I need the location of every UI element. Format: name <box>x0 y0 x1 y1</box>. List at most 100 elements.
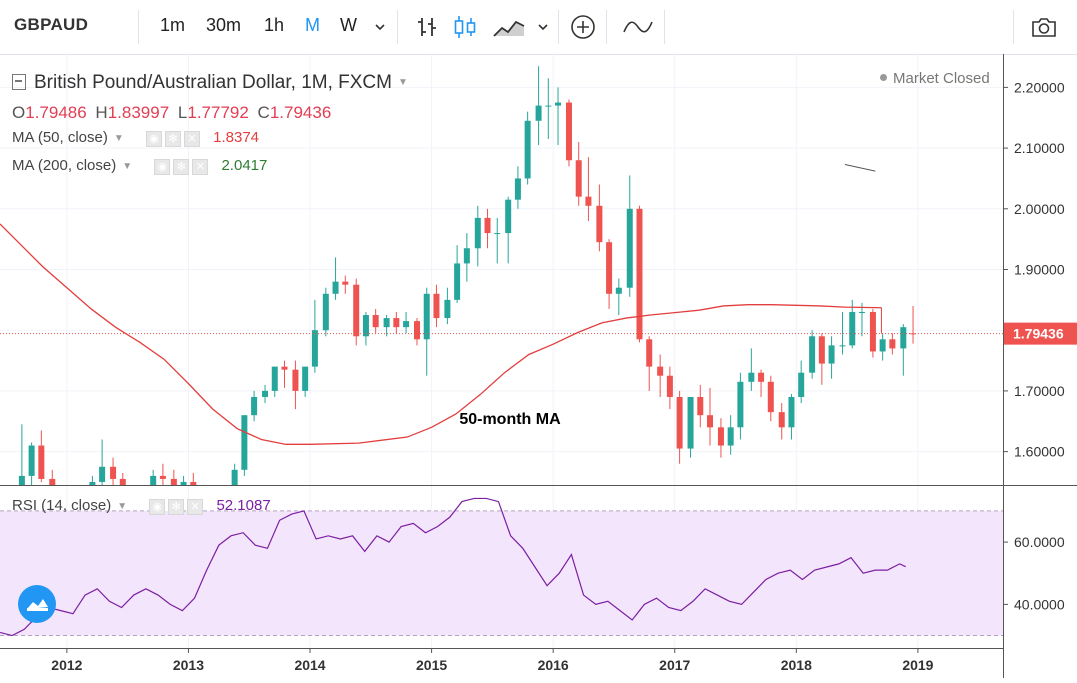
candle-body <box>606 242 613 294</box>
candle-body <box>372 315 379 328</box>
toolbar-divider <box>1013 10 1014 44</box>
plus-circle-icon[interactable] <box>566 10 600 44</box>
candlestick-icon[interactable] <box>448 10 482 44</box>
timeframe-1m[interactable]: 1m <box>160 15 186 35</box>
time-tick-label: 2018 <box>781 657 812 673</box>
last-price-badge <box>1004 322 1077 345</box>
toolbar-divider <box>138 10 139 44</box>
candle-body <box>717 427 724 446</box>
rsi-label: RSI (14, close) <box>12 497 112 514</box>
candle-body <box>535 105 542 121</box>
timeframe-w[interactable]: W <box>340 15 357 35</box>
candle-body <box>170 478 177 485</box>
indicator-wave-icon[interactable] <box>618 10 658 44</box>
candle-body <box>231 469 238 485</box>
candle-body <box>910 333 917 335</box>
ma200-legend[interactable]: MA (200, close) ▼ ◉ ✻ ✕ 2.0417 <box>12 157 267 175</box>
time-tick-label: 2017 <box>659 657 690 673</box>
candle-body <box>869 311 876 352</box>
candle-body <box>414 321 421 340</box>
price-tick-label: 1.90000 <box>1014 262 1065 278</box>
symbol-search[interactable]: GBPAUD <box>14 15 89 34</box>
chevron-down-icon[interactable]: ▼ <box>397 77 408 89</box>
chart-title: British Pound/Australian Dollar, 1M, FXC… <box>34 72 392 93</box>
candle-body <box>49 478 56 485</box>
candle-body <box>626 208 633 288</box>
time-tick-label: 2016 <box>538 657 569 673</box>
camera-icon[interactable] <box>1027 10 1061 44</box>
candle-body <box>494 233 501 235</box>
candle-body <box>159 475 166 479</box>
gear-icon[interactable]: ✻ <box>173 158 190 175</box>
ohlc-row: O1.79486 H1.83997 L1.77792 C1.79436 <box>12 103 331 123</box>
close-icon[interactable]: ✕ <box>187 498 204 515</box>
close-value: 1.79436 <box>269 103 332 122</box>
price-tick-label: 1.70000 <box>1014 383 1065 399</box>
timeframe-30m[interactable]: 30m <box>206 15 242 35</box>
candle-body <box>322 293 329 331</box>
candle-body <box>676 396 683 449</box>
candle-body <box>737 381 744 428</box>
area-chart-icon[interactable] <box>490 10 530 44</box>
candle-body <box>150 475 157 485</box>
chevron-down-icon[interactable]: ▼ <box>113 132 124 144</box>
candle-body <box>555 102 562 106</box>
close-icon[interactable]: ✕ <box>192 158 209 175</box>
candle-body <box>809 336 816 373</box>
gear-icon[interactable]: ✻ <box>164 130 181 147</box>
chevron-down-icon[interactable]: ▼ <box>122 160 133 172</box>
eye-icon[interactable]: ◉ <box>154 158 171 175</box>
timeframe-m[interactable]: M <box>305 15 320 35</box>
status-dot-icon <box>880 74 887 81</box>
candle-body <box>463 248 470 264</box>
rsi-line <box>0 497 906 637</box>
candle-body <box>353 284 360 337</box>
market-status-text: Market Closed <box>893 70 990 87</box>
price-tick-label: 2.00000 <box>1014 201 1065 217</box>
candle-body <box>342 281 349 285</box>
time-tick-label: 2013 <box>173 657 204 673</box>
candle-body <box>666 375 673 397</box>
candle-body <box>311 330 318 367</box>
close-icon[interactable]: ✕ <box>183 130 200 147</box>
candles-group <box>18 66 917 485</box>
candle-body <box>454 263 461 300</box>
candle-body <box>778 412 785 428</box>
ma200-line <box>844 163 876 172</box>
candle-body <box>251 396 258 416</box>
open-label: O <box>12 103 26 122</box>
market-status: Market Closed <box>880 70 990 87</box>
gear-icon[interactable]: ✻ <box>168 498 185 515</box>
candle-body <box>687 396 694 449</box>
candle-body <box>18 475 25 485</box>
ma50-line <box>0 223 882 445</box>
ma200-value: 2.0417 <box>221 157 268 174</box>
candle-body <box>767 381 774 413</box>
candle-body <box>697 396 704 416</box>
candle-body <box>505 199 512 234</box>
low-label: L <box>177 103 188 122</box>
ma50-legend[interactable]: MA (50, close) ▼ ◉ ✻ ✕ 1.8374 <box>12 129 259 147</box>
chevron-down-icon[interactable] <box>366 10 394 44</box>
eye-icon[interactable]: ◉ <box>149 498 166 515</box>
collapse-icon[interactable] <box>12 74 26 90</box>
candle-body <box>585 196 592 206</box>
toolbar-divider <box>664 10 665 44</box>
candle-body <box>89 481 96 485</box>
eye-icon[interactable]: ◉ <box>145 130 162 147</box>
chart-area[interactable]: 50-month MA 2.20000 2.10000 2.00000 1.90000 1… <box>0 54 1077 678</box>
candle-body <box>119 478 126 485</box>
chevron-down-icon[interactable] <box>530 10 556 44</box>
candle-body <box>28 445 35 476</box>
timeframe-1h[interactable]: 1h <box>264 15 285 35</box>
chart-canvas[interactable]: 50-month MA 2.20000 2.10000 2.00000 1.90000 1… <box>0 54 1077 678</box>
rsi-legend[interactable]: RSI (14, close) ▼ ◉ ✻ ✕ 52.1087 <box>12 497 271 515</box>
brand-logo[interactable] <box>18 585 56 623</box>
price-tick-label: 2.10000 <box>1014 140 1065 156</box>
bar-chart-icon[interactable] <box>410 10 444 44</box>
chevron-down-icon[interactable]: ▼ <box>117 500 128 512</box>
candle-body <box>879 339 886 352</box>
rsi-value: 52.1087 <box>216 497 271 514</box>
close-label: C <box>257 103 270 122</box>
candle-body <box>403 321 410 328</box>
